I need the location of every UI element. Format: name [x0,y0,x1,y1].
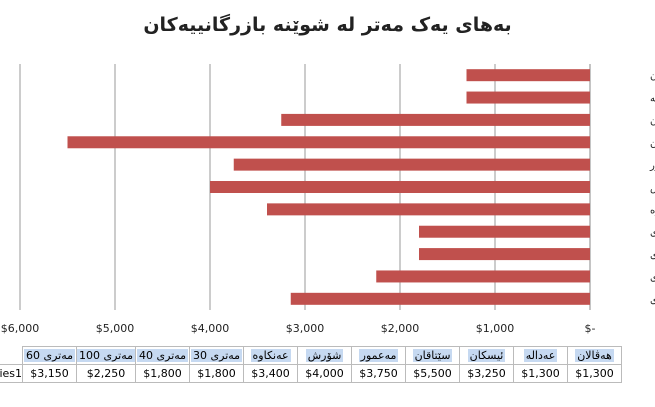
category-label: عەدالە [650,94,655,105]
table-value-cell: $1,300 [513,364,569,383]
category-label: سێتاقان [650,138,655,149]
bar [210,181,590,193]
category-label: 30 مەتری [650,228,655,239]
data-table: 60 مەتری 100 مەتری 40 مەتری 30 مەتری عەنکاوە… [0,346,623,383]
table-header-label: مەعمور [358,349,399,362]
bar [419,248,590,261]
table-value-cell: $1,800 [189,364,245,383]
category-label: عەنکاوە [650,205,655,216]
bar [466,69,590,82]
table-header-cell: 60 مەتری [22,346,77,365]
bar [267,203,590,216]
x-tick-label: $- [585,322,596,335]
table-header-label: 60 مەتری [23,349,76,362]
table-header-label: سێتاقان [412,349,453,362]
table-header-cell: 40 مەتری [135,346,191,365]
table-header-cell: هەڤالان [567,346,623,365]
table-value-cell: $1,800 [135,364,191,383]
category-label: ئیسکان [650,116,655,127]
series-label: Series1 [0,364,23,383]
table-header-label: 40 مەتری [137,349,189,362]
table-value-cell: $3,400 [243,364,299,383]
bar [419,225,590,238]
category-label: 60 مەتری [650,295,655,306]
table-header-label: شۆرش [305,349,344,362]
bar [67,136,590,149]
x-tick-label: $1,000 [476,322,515,335]
table-header-cell: ئیسکان [459,346,515,365]
x-tick-label: $3,000 [286,322,325,335]
table-header-cell: 100 مەتری [75,346,137,365]
table-value-cell: $4,000 [297,364,353,383]
bar [376,270,590,283]
data-table-row: Series1$3,150$2,250$1,800$1,800$3,400$4,… [0,364,623,383]
table-header-cell: 30 مەتری [189,346,245,365]
bar [290,292,590,305]
table-header-cell: مەعمور [351,346,407,365]
table-header-cell: سێتاقان [405,346,461,365]
table-corner [0,346,23,365]
x-tick-label: $5,000 [96,322,135,335]
table-header-label: عەنکاوە [250,349,291,362]
table-header-label: 30 مەتری [191,349,243,362]
table-value-cell: $3,750 [351,364,407,383]
category-label: 40 مەتری [650,250,655,261]
data-table-header: 60 مەتری 100 مەتری 40 مەتری 30 مەتری عەنکاوە… [0,346,623,365]
table-header-cell: عەنکاوە [243,346,299,365]
x-tick-label: $2,000 [381,322,420,335]
category-label: هەڤالان [650,71,655,82]
table-header-cell: شۆرش [297,346,353,365]
table-header-cell: عەدالە [513,346,569,365]
table-header-label: 100 مەتری [77,349,136,362]
table-value-cell: $1,300 [567,364,623,383]
x-tick-label: $4,000 [191,322,230,335]
x-tick-label: $6,000 [1,322,40,335]
category-label: شۆرش [650,183,655,194]
category-label: 100 مەتری [650,272,655,283]
table-header-label: عەدالە [523,349,558,362]
table-value-cell: $5,500 [405,364,461,383]
table-value-cell: $3,150 [22,364,77,383]
bar [466,91,590,104]
bar [233,158,590,171]
table-header-label: هەڤالان [575,349,614,362]
category-label: مەعمور [649,161,655,172]
table-header-label: ئیسکان [467,349,506,362]
plot-area: $- $1,000 $2,000 $3,000 $4,000 $5,000 $6,000 هە… [1,64,655,335]
table-value-cell: $2,250 [75,364,137,383]
bar [281,113,590,126]
chart-title: بەهای یەک مەتر لە شوێنە بازرگانییەکان [143,14,512,36]
table-value-cell: $3,250 [459,364,515,383]
